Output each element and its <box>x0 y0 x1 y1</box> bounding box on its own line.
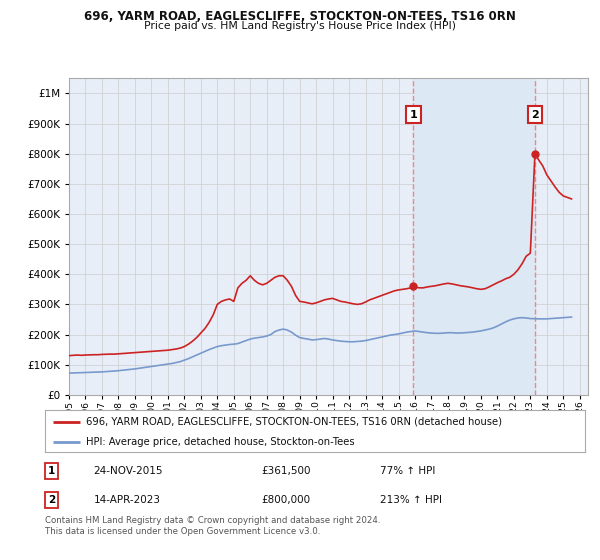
Text: 696, YARM ROAD, EAGLESCLIFFE, STOCKTON-ON-TEES, TS16 0RN (detached house): 696, YARM ROAD, EAGLESCLIFFE, STOCKTON-O… <box>86 417 502 427</box>
Text: £361,500: £361,500 <box>261 466 311 476</box>
Text: 213% ↑ HPI: 213% ↑ HPI <box>380 495 442 505</box>
Bar <box>413 78 535 395</box>
Text: £800,000: £800,000 <box>261 495 310 505</box>
Text: 1: 1 <box>409 110 417 120</box>
Text: 77% ↑ HPI: 77% ↑ HPI <box>380 466 435 476</box>
Text: HPI: Average price, detached house, Stockton-on-Tees: HPI: Average price, detached house, Stoc… <box>86 437 354 447</box>
Text: 696, YARM ROAD, EAGLESCLIFFE, STOCKTON-ON-TEES, TS16 0RN: 696, YARM ROAD, EAGLESCLIFFE, STOCKTON-O… <box>84 10 516 23</box>
Text: 2: 2 <box>531 110 539 120</box>
Text: 24-NOV-2015: 24-NOV-2015 <box>94 466 163 476</box>
Text: Contains HM Land Registry data © Crown copyright and database right 2024.
This d: Contains HM Land Registry data © Crown c… <box>45 516 380 536</box>
Text: 1: 1 <box>48 466 55 476</box>
Text: 14-APR-2023: 14-APR-2023 <box>94 495 161 505</box>
Text: 2: 2 <box>48 495 55 505</box>
Text: Price paid vs. HM Land Registry's House Price Index (HPI): Price paid vs. HM Land Registry's House … <box>144 21 456 31</box>
